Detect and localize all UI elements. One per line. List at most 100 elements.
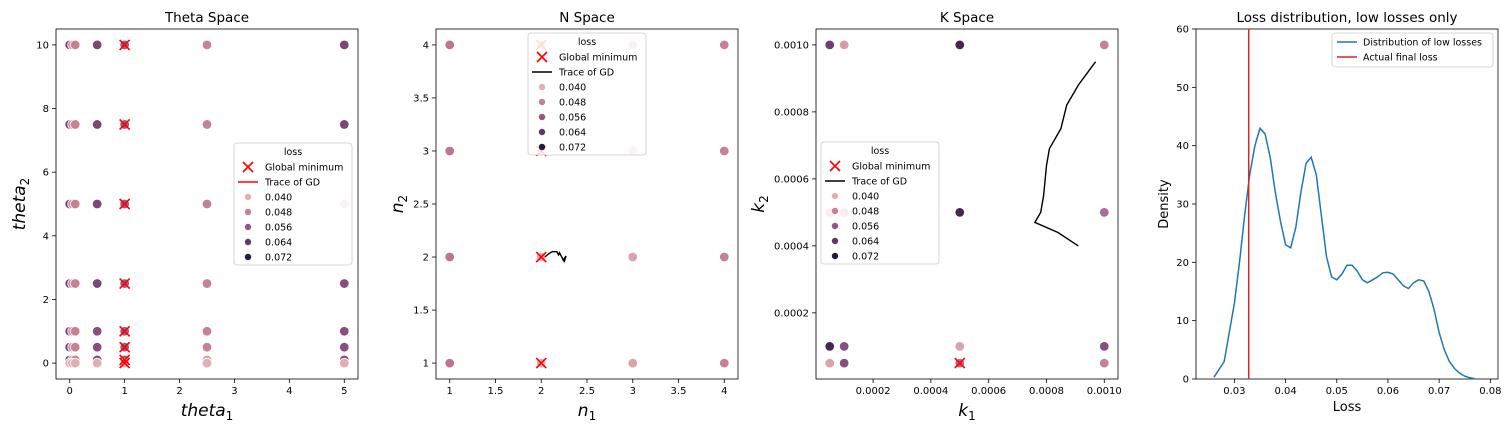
scatter-point <box>1099 207 1110 218</box>
scatter-point <box>824 39 835 51</box>
y-tick-label: 0.0002 <box>774 308 809 319</box>
scatter-point <box>339 326 350 337</box>
subplot-2: K Space 0.0002 0.0004 0.0006 0.0008 0.0010 0.0… <box>749 10 1122 423</box>
global-minimum-marker <box>535 251 547 263</box>
y-tick-label: 0 <box>43 359 49 370</box>
legend-level-marker <box>244 238 252 246</box>
scatter-point <box>70 357 81 369</box>
scatter-point <box>824 357 835 369</box>
global-minimum-marker <box>954 357 966 369</box>
legend-global-minimum-label: Global minimum <box>265 163 343 174</box>
x-tick-label: 0.0008 <box>1029 386 1064 397</box>
scatter-point <box>339 357 350 369</box>
scatter-point <box>444 39 455 51</box>
legend-final-loss-label: Actual final loss <box>1363 53 1438 64</box>
scatter-point <box>70 341 81 353</box>
y-tick-label: 0.0010 <box>774 40 809 51</box>
scatter-point <box>201 39 213 51</box>
global-minimum-marker <box>119 341 131 353</box>
scatter-point <box>70 119 81 130</box>
y-tick-label: 20 <box>1176 258 1189 269</box>
legend: loss Global minimum Trace of GD 0.040 0.048 0… <box>233 142 353 266</box>
scatter-point <box>838 357 850 369</box>
scatter-point <box>1099 341 1110 352</box>
y-axis-label-sub: 2 <box>396 195 410 203</box>
x-axis-label: Loss <box>1333 400 1362 415</box>
y-tick-label: 2 <box>423 253 429 264</box>
y-axis-label: theta2 <box>10 178 32 231</box>
x-tick-label: 5 <box>341 386 347 397</box>
legend-level-label: 0.064 <box>265 238 292 249</box>
x-tick-label: 0.0002 <box>856 386 891 397</box>
y-axis-label-sub: 2 <box>18 178 32 186</box>
gd-trace-line <box>544 250 567 263</box>
legend-global-minimum-label: Global minimum <box>559 53 637 64</box>
x-axis-label-main: theta <box>181 401 226 421</box>
scatter-point <box>444 357 455 369</box>
scatter-point <box>719 251 730 263</box>
legend-level-marker <box>831 207 839 215</box>
scatter-point <box>201 278 213 289</box>
x-tick-label: 4 <box>286 386 292 397</box>
legend-global-minimum-label: Global minimum <box>852 162 930 173</box>
scatter-point <box>339 341 350 353</box>
x-tick-label: 0.05 <box>1326 386 1348 397</box>
legend-global-minimum-marker <box>829 160 841 172</box>
x-tick-label: 0.0010 <box>1087 386 1122 397</box>
x-tick-label: 0.08 <box>1479 386 1501 397</box>
legend-level-marker <box>244 253 252 261</box>
y-tick-label: 0.0006 <box>774 174 809 185</box>
legend-level-label: 0.040 <box>852 192 879 203</box>
legend: loss Global minimum Trace of GD 0.040 0.048 0… <box>820 141 940 265</box>
global-minimum-marker <box>119 354 131 366</box>
y-axis-label-main: theta <box>10 185 30 230</box>
scatter-point <box>339 119 350 130</box>
y-axis-label: Density <box>1157 179 1172 229</box>
y-tick-label: 1 <box>423 359 429 370</box>
x-tick-label: 2.5 <box>579 386 595 397</box>
scatter-point <box>70 278 81 289</box>
x-tick-label: 3 <box>231 386 237 397</box>
y-tick-label: 10 <box>1176 316 1189 327</box>
scatter-point <box>838 341 850 352</box>
x-tick-label: 0.07 <box>1428 386 1450 397</box>
legend-level-label: 0.072 <box>559 143 586 154</box>
legend-level-label: 0.064 <box>559 128 586 139</box>
x-axis-label: theta1 <box>181 401 234 423</box>
scatter-point <box>201 119 213 130</box>
legend-level-label: 0.040 <box>265 193 292 204</box>
scatter-point <box>91 39 103 51</box>
scatter-point <box>91 357 103 369</box>
subplot-title: K Space <box>940 10 994 26</box>
y-tick-label: 0.0008 <box>774 107 809 118</box>
global-minimum-marker <box>119 357 131 369</box>
legend-level-marker <box>831 222 839 230</box>
legend-trace-label: Trace of GD <box>264 178 320 189</box>
x-tick-label: 1 <box>447 386 453 397</box>
y-tick-label: 3.5 <box>413 93 429 104</box>
scatter-point <box>339 39 350 51</box>
x-tick-label: 3.5 <box>671 386 687 397</box>
scatter-point <box>70 39 81 51</box>
scatter-point <box>201 341 213 353</box>
subplot-title: Theta Space <box>164 10 249 26</box>
x-axis-label: n1 <box>578 401 596 423</box>
legend-level-label: 0.040 <box>559 83 586 94</box>
x-tick-label: 2 <box>538 386 544 397</box>
global-minimum-marker <box>119 39 131 51</box>
scatter-point <box>201 326 213 337</box>
legend-frame <box>527 32 647 156</box>
y-tick-label: 60 <box>1176 25 1189 36</box>
subplot-title: Loss distribution, low losses only <box>1236 10 1457 26</box>
legend-trace-label: Trace of GD <box>558 68 614 79</box>
x-tick-label: 0.04 <box>1274 386 1296 397</box>
legend: loss Global minimum Trace of GD 0.040 0.048 0… <box>527 32 647 156</box>
scatter-point <box>91 198 103 210</box>
x-tick-label: 3 <box>630 386 636 397</box>
axes-frame <box>815 28 1119 380</box>
y-tick-label: 3 <box>423 146 429 157</box>
scatter-point <box>719 145 730 157</box>
x-tick-label: 0.0006 <box>971 386 1006 397</box>
